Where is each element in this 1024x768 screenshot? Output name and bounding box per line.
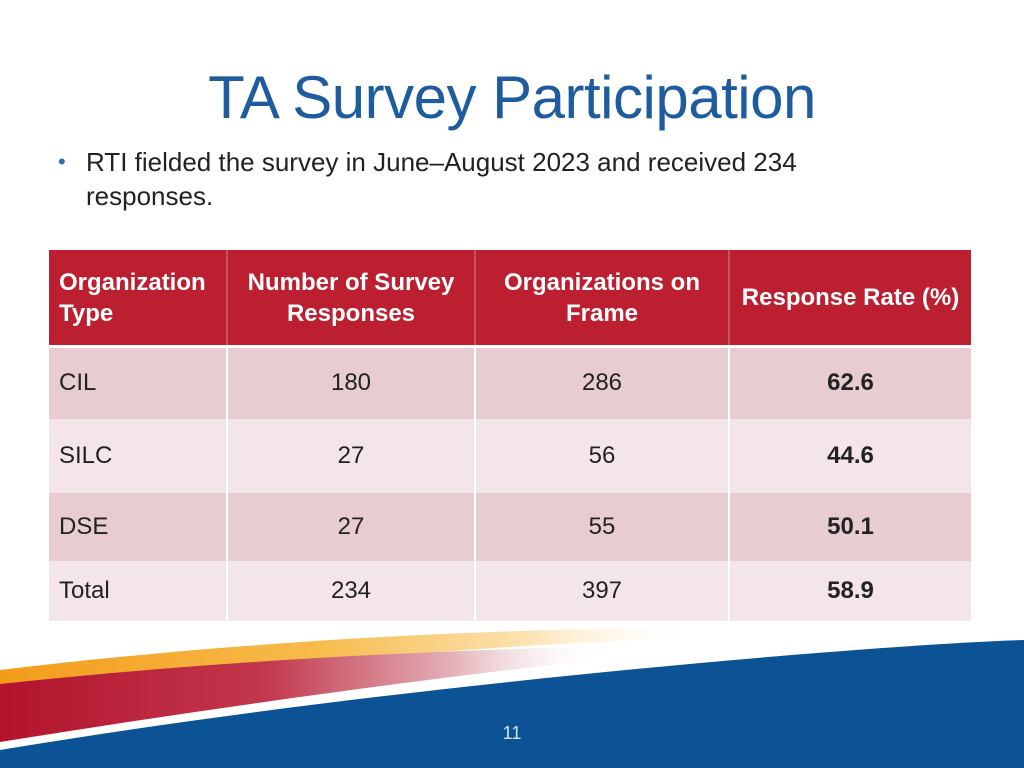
- cell-rate: 50.1: [729, 492, 971, 561]
- cell-responses: 27: [227, 418, 476, 493]
- table-header-row: Organization Type Number of Survey Respo…: [49, 250, 971, 348]
- cell-responses: 180: [227, 346, 476, 419]
- cell-rate: 58.9: [729, 560, 971, 621]
- header-survey-responses: Number of Survey Responses: [227, 250, 476, 348]
- table-row: DSE 27 55 50.1: [49, 492, 971, 561]
- cell-org-type: CIL: [49, 346, 228, 419]
- cell-rate: 44.6: [729, 418, 971, 493]
- participation-table: Organization Type Number of Survey Respo…: [49, 250, 971, 621]
- cell-frame: 397: [475, 560, 730, 621]
- cell-frame: 56: [475, 418, 730, 493]
- page-number: 11: [502, 723, 522, 743]
- bullet-item: • RTI fielded the survey in June–August …: [58, 145, 838, 213]
- cell-frame: 55: [475, 492, 730, 561]
- cell-frame: 286: [475, 346, 730, 419]
- table-row: CIL 180 286 62.6: [49, 346, 971, 419]
- cell-org-type: SILC: [49, 418, 228, 493]
- header-organization-type: Organization Type: [49, 250, 228, 348]
- header-organizations-on-frame: Organizations on Frame: [475, 250, 730, 348]
- footer-swoosh-graphic: [0, 628, 1024, 768]
- table-row-total: Total 234 397 58.9: [49, 560, 971, 621]
- cell-responses: 27: [227, 492, 476, 561]
- cell-responses: 234: [227, 560, 476, 621]
- bullet-text: RTI fielded the survey in June–August 20…: [86, 147, 797, 211]
- header-response-rate: Response Rate (%): [729, 250, 971, 348]
- slide-title: TA Survey Participation: [208, 64, 816, 131]
- table-row: SILC 27 56 44.6: [49, 418, 971, 493]
- bullet-list: • RTI fielded the survey in June–August …: [58, 145, 838, 213]
- cell-org-type: Total: [49, 560, 228, 621]
- cell-org-type: DSE: [49, 492, 228, 561]
- bullet-dot-icon: •: [58, 149, 66, 174]
- cell-rate: 62.6: [729, 346, 971, 419]
